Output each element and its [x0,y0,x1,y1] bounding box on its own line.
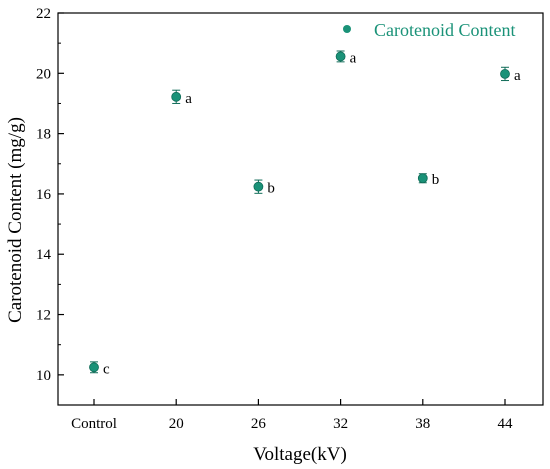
legend-marker [343,25,351,33]
data-point [335,51,346,62]
data-points: c a b a b a [89,50,521,377]
y-tick-label: 18 [36,127,51,143]
x-axis-title: Voltage(kV) [253,444,347,465]
y-tick-label: 10 [36,368,51,384]
x-axis: Control 20 26 32 38 44 [71,399,513,432]
y-tick-label: 16 [36,187,52,203]
data-point [500,69,510,79]
data-point [417,173,428,184]
x-tick-label: 44 [498,416,514,432]
plot-border [57,12,544,406]
y-tick-label: 14 [36,247,52,263]
legend-label: Carotenoid Content [374,20,515,40]
data-point [89,362,99,373]
y-axis: 10 12 14 16 18 20 22 [36,6,64,406]
point-significance-label: a [350,50,357,66]
data-point [171,91,182,102]
point-significance-label: a [514,68,521,84]
legend: Carotenoid Content [343,20,515,40]
point-significance-label: c [103,361,110,377]
plot-frame [57,12,544,406]
y-tick-label: 12 [36,308,51,324]
point-significance-label: b [432,172,440,188]
y-tick-label: 22 [36,6,51,22]
x-tick-label: 38 [415,416,430,432]
x-tick-label: 32 [333,416,348,432]
x-tick-label: Control [71,416,117,432]
point-significance-label: a [185,91,192,107]
x-tick-label: 20 [169,416,184,432]
y-axis-title: Carotenoid Content (mg/g) [5,117,26,323]
data-point [253,181,264,192]
point-significance-label: b [267,181,275,197]
y-tick-label: 20 [36,66,51,82]
x-tick-label: 26 [251,416,267,432]
